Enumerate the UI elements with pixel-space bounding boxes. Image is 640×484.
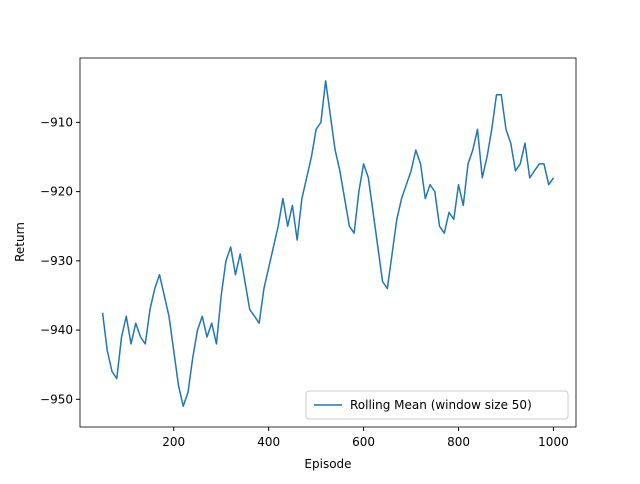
x-axis-label: Episode	[304, 457, 351, 471]
legend-label: Rolling Mean (window size 50)	[350, 398, 532, 412]
y-tick-label: −910	[40, 115, 73, 129]
y-tick-label: −930	[40, 254, 73, 268]
y-axis-label: Return	[13, 222, 27, 262]
x-tick-label: 400	[257, 435, 280, 449]
y-tick-label: −940	[40, 323, 73, 337]
x-tick-label: 200	[162, 435, 185, 449]
plot-frame	[79, 57, 577, 428]
line	[101, 80, 555, 407]
y-tick-label: −950	[40, 392, 73, 406]
x-tick-label: 1000	[538, 435, 569, 449]
y-tick-label: −920	[40, 185, 73, 199]
legend-box	[305, 390, 569, 420]
x-tick-label: 600	[352, 435, 375, 449]
x-tick-label: 800	[447, 435, 470, 449]
